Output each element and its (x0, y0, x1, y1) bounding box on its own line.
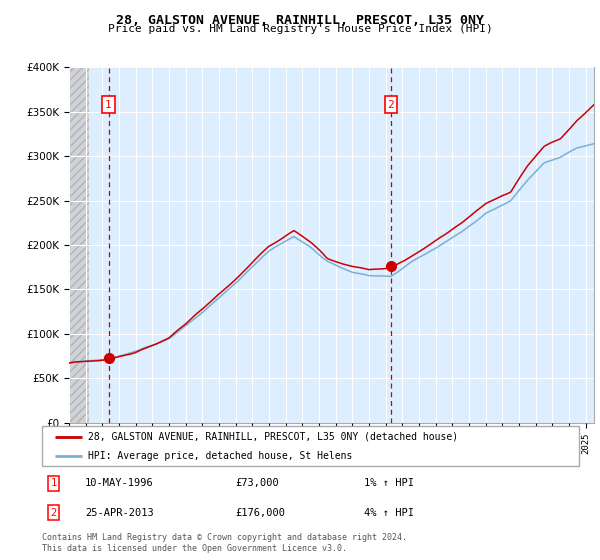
Text: 25-APR-2013: 25-APR-2013 (85, 508, 154, 518)
Text: 28, GALSTON AVENUE, RAINHILL, PRESCOT, L35 0NY (detached house): 28, GALSTON AVENUE, RAINHILL, PRESCOT, L… (88, 432, 458, 442)
Text: 1% ↑ HPI: 1% ↑ HPI (364, 478, 414, 488)
Text: 4% ↑ HPI: 4% ↑ HPI (364, 508, 414, 518)
Text: 10-MAY-1996: 10-MAY-1996 (85, 478, 154, 488)
Text: 1: 1 (105, 100, 112, 110)
Text: HPI: Average price, detached house, St Helens: HPI: Average price, detached house, St H… (88, 451, 352, 461)
Text: 28, GALSTON AVENUE, RAINHILL, PRESCOT, L35 0NY: 28, GALSTON AVENUE, RAINHILL, PRESCOT, L… (116, 14, 484, 27)
Text: £73,000: £73,000 (235, 478, 279, 488)
Text: Contains HM Land Registry data © Crown copyright and database right 2024.
This d: Contains HM Land Registry data © Crown c… (42, 533, 407, 553)
Text: 2: 2 (388, 100, 394, 110)
Bar (69, 67, 89, 423)
Text: £176,000: £176,000 (235, 508, 286, 518)
Text: 1: 1 (50, 478, 57, 488)
Text: Price paid vs. HM Land Registry's House Price Index (HPI): Price paid vs. HM Land Registry's House … (107, 24, 493, 34)
Text: 2: 2 (50, 508, 57, 518)
